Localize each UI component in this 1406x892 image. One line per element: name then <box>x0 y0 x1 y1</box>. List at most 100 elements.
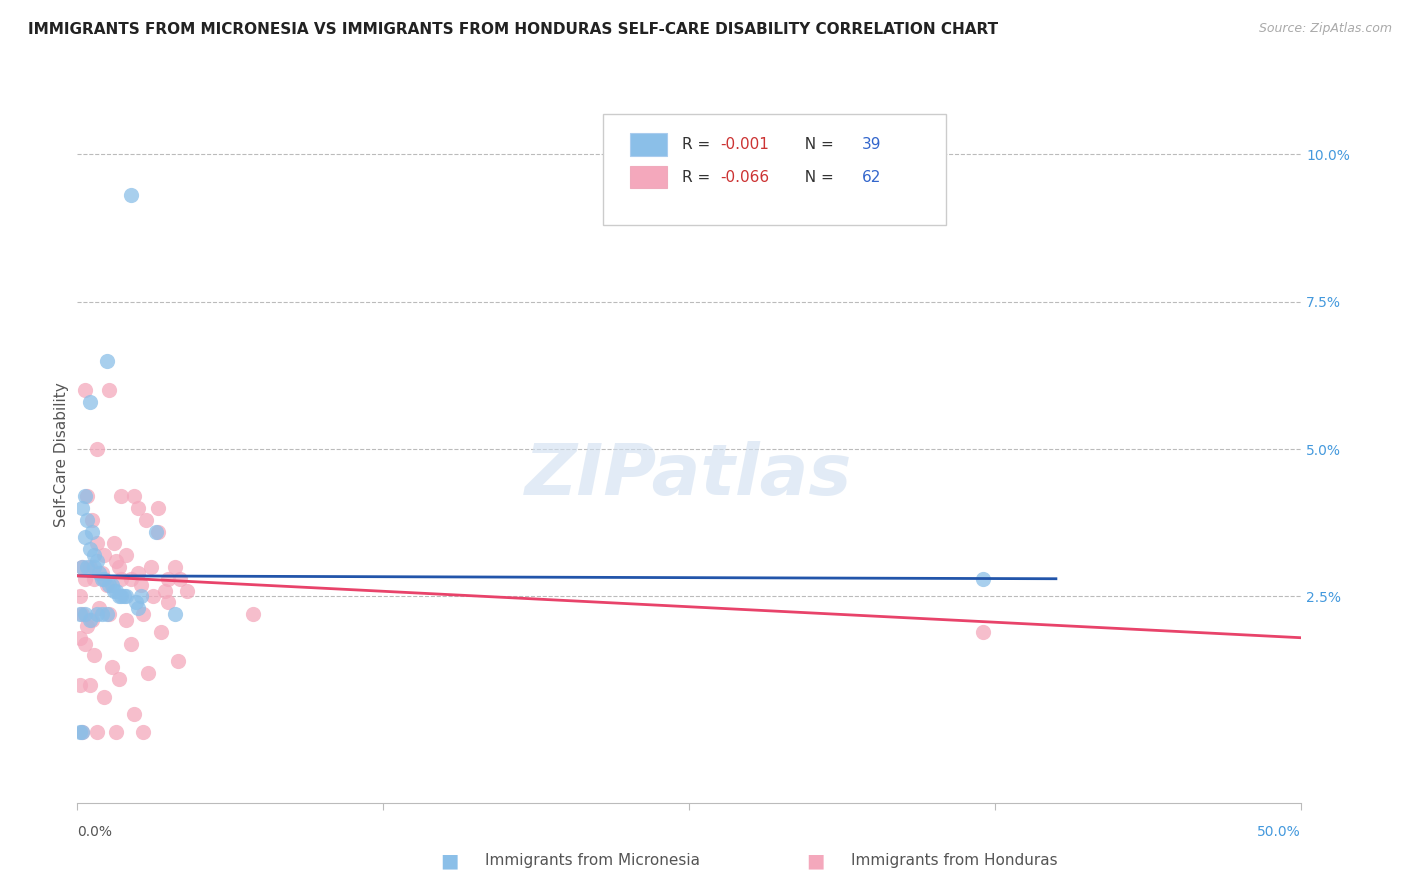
Text: ■: ■ <box>806 851 825 871</box>
Point <box>86 536 108 550</box>
Point <box>136 666 159 681</box>
Point <box>165 560 187 574</box>
Point <box>98 383 121 397</box>
Point <box>146 500 169 515</box>
Point <box>79 678 101 692</box>
Text: -0.066: -0.066 <box>721 169 770 185</box>
Point <box>135 513 157 527</box>
Text: -0.001: -0.001 <box>721 137 769 153</box>
Point <box>83 572 105 586</box>
Point <box>165 607 187 621</box>
Point <box>972 572 994 586</box>
Point <box>108 672 131 686</box>
Text: 39: 39 <box>862 137 882 153</box>
Point <box>120 188 142 202</box>
Point <box>76 560 98 574</box>
Point <box>105 725 128 739</box>
Text: N =: N = <box>796 169 839 185</box>
Text: IMMIGRANTS FROM MICRONESIA VS IMMIGRANTS FROM HONDURAS SELF-CARE DISABILITY CORR: IMMIGRANTS FROM MICRONESIA VS IMMIGRANTS… <box>28 22 998 37</box>
Point <box>242 607 264 621</box>
Point <box>128 566 150 580</box>
Point <box>132 607 155 621</box>
Point <box>110 572 132 586</box>
Point <box>89 566 111 580</box>
Point <box>100 577 122 591</box>
Text: ZIPatlas: ZIPatlas <box>526 442 852 510</box>
Point <box>120 572 142 586</box>
Point <box>146 524 169 539</box>
Text: ■: ■ <box>440 851 460 871</box>
Point <box>103 583 125 598</box>
Point <box>105 583 128 598</box>
Point <box>98 577 121 591</box>
Point <box>80 524 103 539</box>
Point <box>156 595 179 609</box>
Point <box>80 613 103 627</box>
Point <box>83 548 105 562</box>
Point <box>79 613 101 627</box>
Point <box>155 583 177 598</box>
Point <box>69 607 91 621</box>
FancyBboxPatch shape <box>603 114 946 226</box>
Point <box>86 725 108 739</box>
Point <box>115 590 138 604</box>
Point <box>90 566 112 580</box>
Point <box>110 489 132 503</box>
Point <box>103 536 125 550</box>
Point <box>125 595 148 609</box>
Point <box>93 690 115 704</box>
Point <box>128 601 150 615</box>
Text: Immigrants from Micronesia: Immigrants from Micronesia <box>485 854 700 868</box>
Point <box>76 513 98 527</box>
Point <box>70 560 93 574</box>
Point <box>69 590 91 604</box>
Point <box>972 624 994 639</box>
Point <box>98 607 121 621</box>
Point <box>122 489 145 503</box>
Point <box>83 648 105 663</box>
Point <box>166 654 188 668</box>
Text: 50.0%: 50.0% <box>1257 825 1301 839</box>
Point <box>129 590 152 604</box>
Point <box>93 548 115 562</box>
Text: 62: 62 <box>862 169 880 185</box>
Text: R =: R = <box>682 169 714 185</box>
Point <box>110 590 132 604</box>
Point <box>120 637 142 651</box>
Point <box>149 624 172 639</box>
Point <box>96 577 118 591</box>
Point <box>70 725 93 739</box>
Point <box>69 631 91 645</box>
FancyBboxPatch shape <box>630 134 666 156</box>
Point <box>108 590 131 604</box>
Point <box>100 660 122 674</box>
Point <box>86 442 108 456</box>
Point <box>139 560 162 574</box>
Point <box>112 590 135 604</box>
Point <box>73 572 96 586</box>
Point <box>115 548 138 562</box>
Point <box>79 395 101 409</box>
Point <box>176 583 198 598</box>
Point <box>70 560 93 574</box>
Text: Source: ZipAtlas.com: Source: ZipAtlas.com <box>1258 22 1392 36</box>
Point <box>169 572 191 586</box>
Point <box>80 513 103 527</box>
Point <box>73 531 96 545</box>
Y-axis label: Self-Care Disability: Self-Care Disability <box>53 383 69 527</box>
Point <box>76 489 98 503</box>
Point <box>132 725 155 739</box>
Point <box>70 607 93 621</box>
Point <box>108 560 131 574</box>
Point <box>73 489 96 503</box>
Point <box>142 590 165 604</box>
Point <box>122 707 145 722</box>
Text: Immigrants from Honduras: Immigrants from Honduras <box>851 854 1057 868</box>
Point <box>70 725 93 739</box>
Point <box>86 554 108 568</box>
Point <box>96 607 118 621</box>
Point <box>76 619 98 633</box>
Point <box>145 524 167 539</box>
Point <box>128 500 150 515</box>
Point <box>73 607 96 621</box>
